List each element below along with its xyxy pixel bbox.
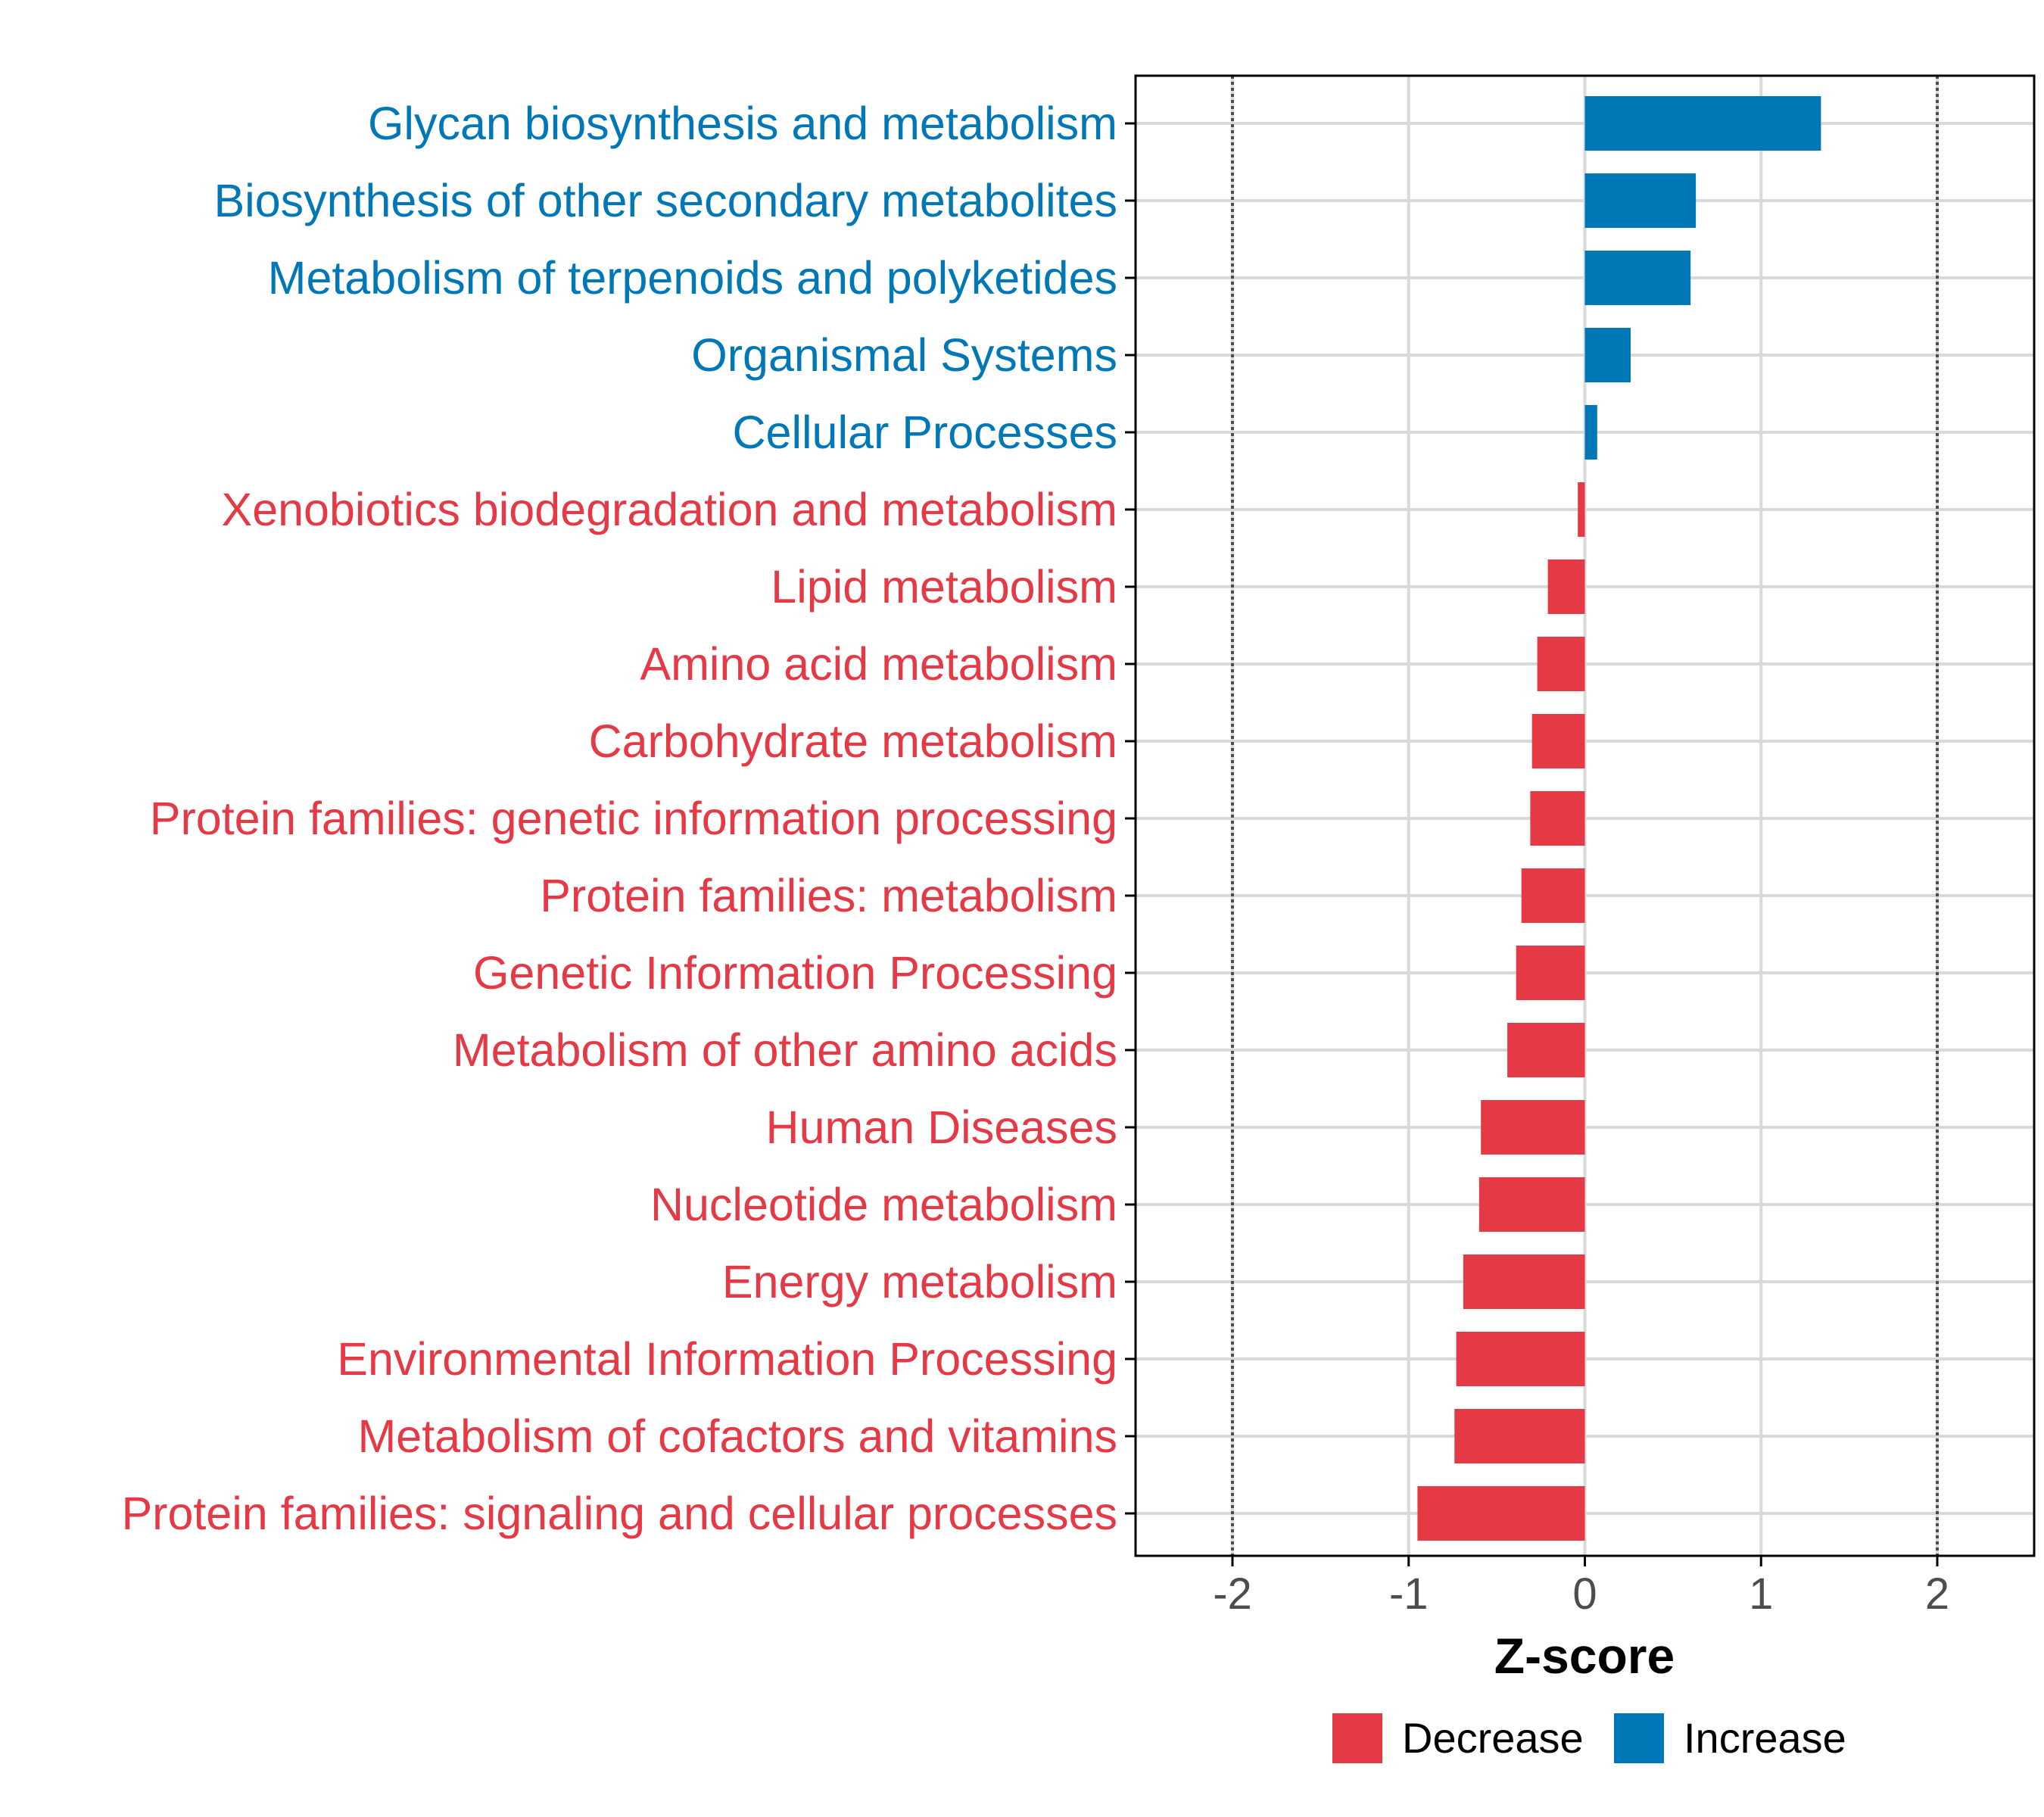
bar-6 bbox=[1578, 482, 1585, 537]
reference-lines-layer bbox=[1231, 76, 1939, 1556]
category-label: Metabolism of terpenoids and polyketides bbox=[268, 252, 1117, 304]
legend-label-increase: Increase bbox=[1684, 1714, 1846, 1762]
bar-17 bbox=[1456, 1332, 1585, 1386]
category-label: Protein families: genetic information pr… bbox=[150, 793, 1117, 844]
legend: Decrease Increase bbox=[1332, 1713, 1846, 1763]
bar-8 bbox=[1537, 637, 1585, 691]
category-label: Xenobiotics biodegradation and metabolis… bbox=[222, 484, 1117, 535]
x-tick-label: 0 bbox=[1572, 1569, 1597, 1619]
category-label: Biosynthesis of other secondary metaboli… bbox=[213, 175, 1117, 226]
category-label: Cellular Processes bbox=[732, 407, 1117, 458]
bar-4 bbox=[1584, 328, 1631, 382]
x-axis-ticks-layer: -2 -1 0 1 2 bbox=[1213, 1556, 1949, 1619]
bar-1 bbox=[1584, 96, 1821, 151]
legend-label-decrease: Decrease bbox=[1402, 1714, 1584, 1762]
bar-15 bbox=[1478, 1177, 1585, 1232]
x-tick-label: 1 bbox=[1749, 1569, 1773, 1619]
bar-12 bbox=[1516, 946, 1585, 1000]
category-label: Metabolism of cofactors and vitamins bbox=[357, 1410, 1117, 1462]
bar-9 bbox=[1531, 714, 1585, 768]
x-tick-label: 2 bbox=[1925, 1569, 1949, 1619]
bar-13 bbox=[1507, 1023, 1585, 1077]
x-tick-label: -1 bbox=[1389, 1569, 1429, 1619]
category-label: Energy metabolism bbox=[722, 1256, 1117, 1307]
bars-layer bbox=[1417, 96, 1821, 1541]
category-label: Nucleotide metabolism bbox=[650, 1179, 1117, 1230]
category-label: Protein families: metabolism bbox=[540, 870, 1117, 921]
bar-18 bbox=[1454, 1409, 1585, 1463]
bar-2 bbox=[1584, 173, 1697, 228]
bar-10 bbox=[1530, 791, 1585, 846]
bar-14 bbox=[1481, 1100, 1585, 1155]
x-axis-title: Z-score bbox=[1494, 1628, 1675, 1684]
bar-5 bbox=[1584, 405, 1597, 460]
category-label: Human Diseases bbox=[766, 1102, 1117, 1153]
category-label: Environmental Information Processing bbox=[337, 1333, 1117, 1385]
bar-11 bbox=[1521, 868, 1585, 923]
legend-swatch-decrease bbox=[1332, 1713, 1382, 1763]
bar-7 bbox=[1547, 559, 1585, 614]
category-label: Lipid metabolism bbox=[771, 561, 1117, 612]
category-label: Glycan biosynthesis and metabolism bbox=[368, 98, 1117, 149]
category-label: Protein families: signaling and cellular… bbox=[121, 1488, 1117, 1539]
category-label: Amino acid metabolism bbox=[640, 638, 1117, 690]
category-label: Organismal Systems bbox=[691, 329, 1117, 381]
legend-swatch-increase bbox=[1614, 1713, 1664, 1763]
category-label: Carbohydrate metabolism bbox=[589, 715, 1117, 767]
bar-3 bbox=[1584, 251, 1691, 305]
category-labels-layer: Glycan biosynthesis and metabolism Biosyn… bbox=[121, 98, 1136, 1539]
category-label: Genetic Information Processing bbox=[473, 947, 1117, 999]
bar-19 bbox=[1417, 1486, 1585, 1541]
bar-16 bbox=[1463, 1254, 1585, 1309]
x-tick-label: -2 bbox=[1213, 1569, 1252, 1619]
category-label: Metabolism of other amino acids bbox=[453, 1024, 1117, 1076]
